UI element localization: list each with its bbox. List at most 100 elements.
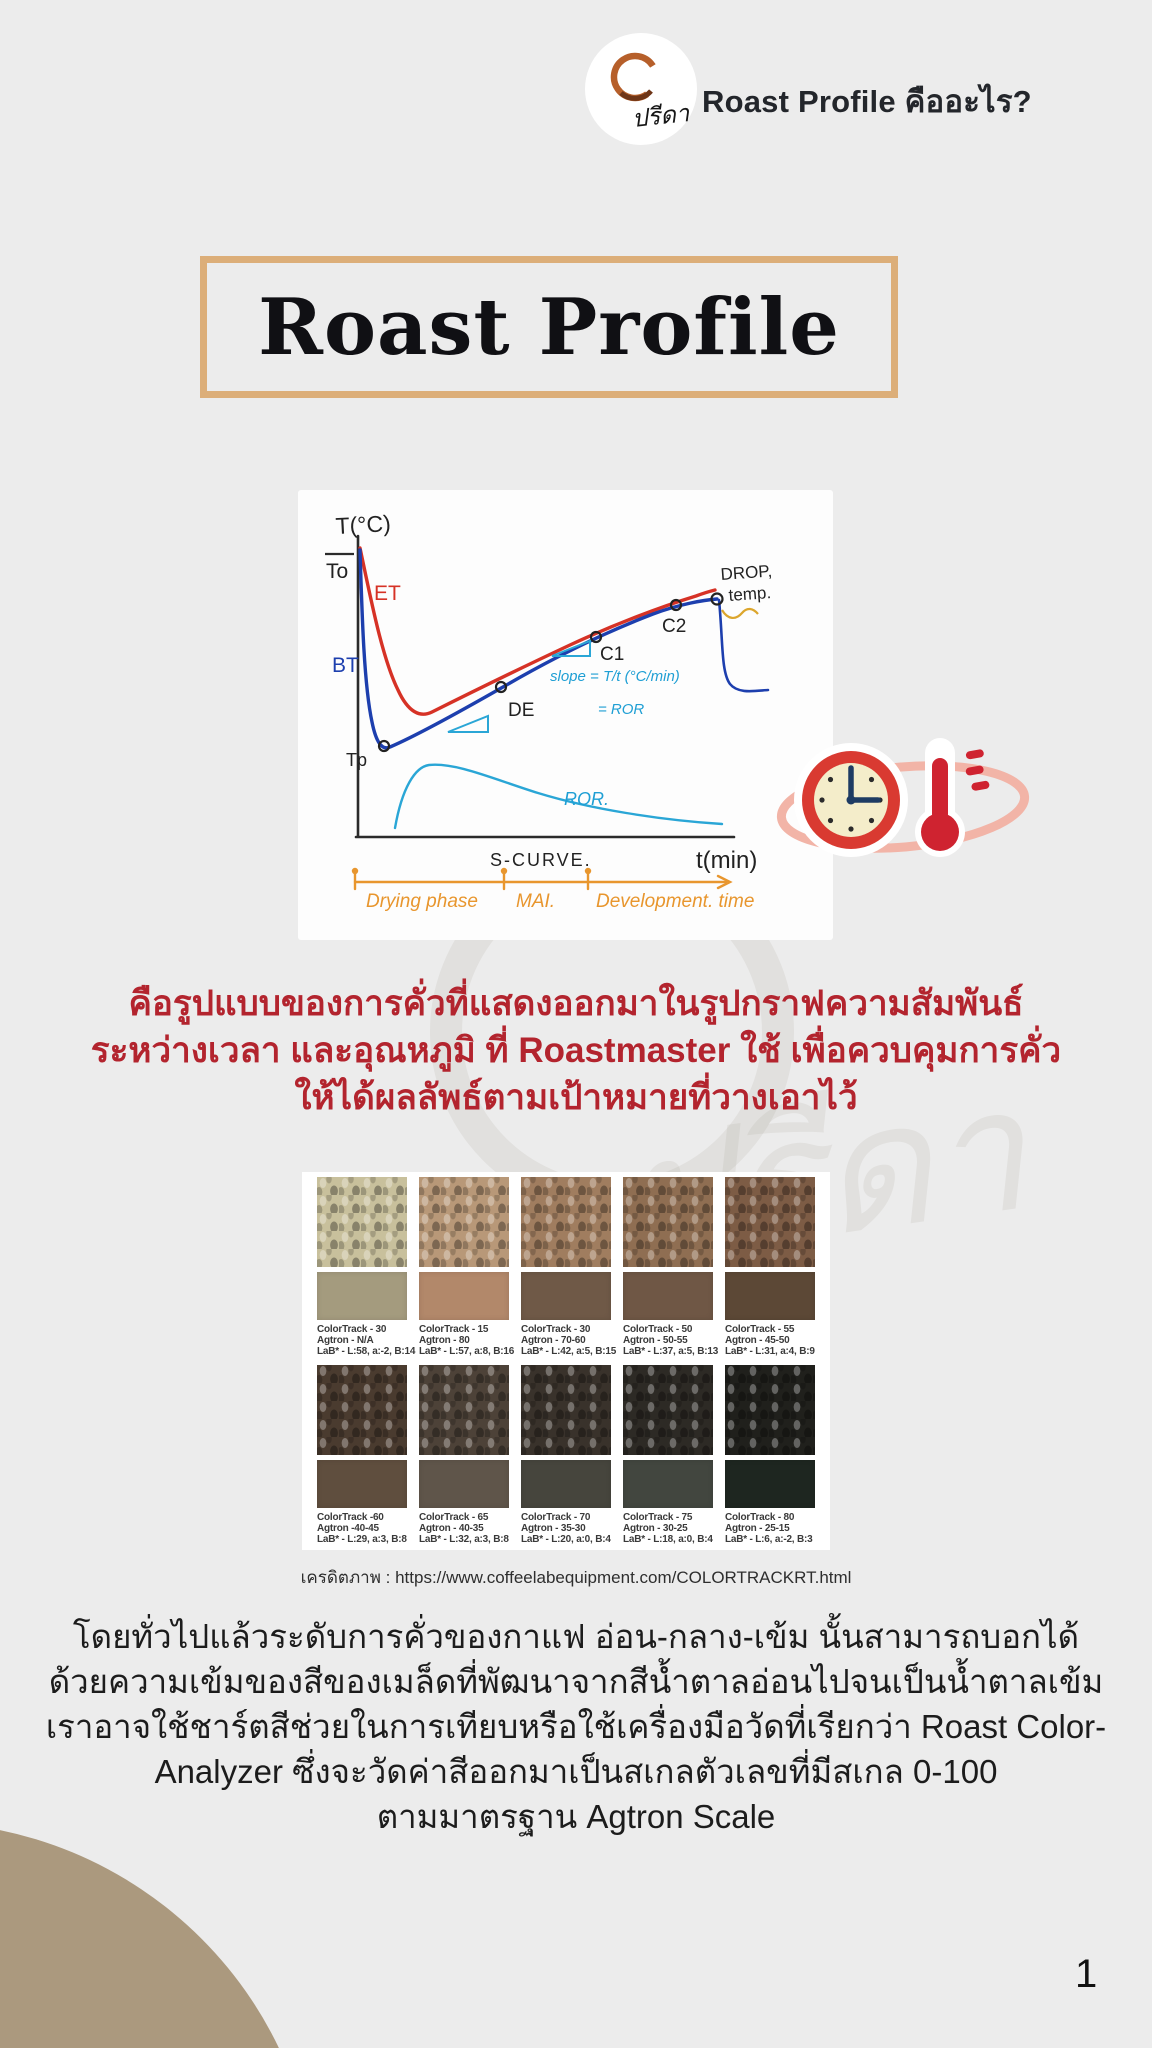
intro-paragraph: คือรูปแบบของการคั่วที่แสดงออกมาในรูปกราฟ… [0, 980, 1152, 1121]
phase-timeline [351, 867, 733, 891]
swoosh-ellipse [776, 761, 1030, 853]
ror-curve [393, 763, 724, 830]
body-line: ด้วยความเข้มของสีของเมล็ดที่พัฒนาจากสีน้… [48, 1663, 1104, 1700]
bean-label-line: LaB* - L:20, a:0, B:4 [521, 1534, 611, 1545]
bean-labels: ColorTrack - 30 Agtron - N/A LaB* - L:58, … [317, 1324, 415, 1357]
time-temperature-illustration [773, 712, 1053, 887]
bean-labels: ColorTrack - 80 Agtron - 25-15 LaB* - L:6,… [725, 1512, 815, 1545]
drop-label-2: temp. [728, 583, 772, 605]
brand-logo: ปรีดา [585, 33, 697, 145]
roast-profile-chart: T(°C) To BT ET Tp DE C1 C2 DROP, temp. [298, 490, 833, 940]
body-line: โดยทั่วไปแล้วระดับการคั่วของกาแฟ อ่อน-กล… [72, 1618, 1080, 1655]
bean-labels: ColorTrack - 15 Agtron - 80 LaB* - L:57, a… [419, 1324, 515, 1357]
roast-color-swatch [317, 1272, 407, 1320]
roast-color-swatch [725, 1460, 815, 1508]
bean-label-line: LaB* - L:6, a:-2, B:3 [725, 1534, 813, 1545]
roast-color-swatch [623, 1460, 713, 1508]
bean-label-line: ColorTrack - 80 [725, 1512, 795, 1523]
bean-label-line: ColorTrack - 50 [623, 1324, 693, 1335]
bean-label-line: ColorTrack - 30 [521, 1324, 591, 1335]
tp-label: Tp [346, 750, 367, 770]
body-line: ตามมาตรฐาน Agtron Scale [376, 1798, 776, 1835]
bean-label-line: Agtron - 45-50 [725, 1335, 790, 1346]
origin-label: To [326, 560, 348, 583]
c1-label: C1 [600, 644, 624, 665]
bean-cell: ColorTrack - 65 Agtron - 40-35 LaB* - L:32… [419, 1365, 509, 1545]
bean-labels: ColorTrack - 50 Agtron - 50-55 LaB* - L:37… [623, 1324, 719, 1357]
hero-title-box: Roast Profile [200, 256, 898, 398]
bean-photo [623, 1365, 713, 1455]
body-line: Analyzer ซึ่งจะวัดค่าสีออกมาเป็นสเกลตัวเ… [154, 1753, 998, 1790]
c2-label: C2 [662, 616, 686, 637]
de-point [494, 680, 508, 694]
et-curve [358, 546, 717, 716]
bean-label-line: ColorTrack - 70 [521, 1512, 591, 1523]
bean-label-line: LaB* - L:31, a:4, B:9 [725, 1346, 815, 1357]
bean-label-line: LaB* - L:29, a:3, B:8 [317, 1534, 407, 1545]
bean-photo [317, 1177, 407, 1267]
bean-label-line: LaB* - L:42, a:5, B:15 [521, 1346, 617, 1357]
tp-point [377, 739, 391, 753]
c2-point [669, 598, 683, 612]
roast-color-swatch [317, 1460, 407, 1508]
svg-text:ปรีดา: ปรีดา [631, 99, 692, 133]
bean-photo [725, 1365, 815, 1455]
bean-photo [419, 1177, 509, 1267]
bean-label-line: LaB* - L:18, a:0, B:4 [623, 1534, 713, 1545]
body-line: เราอาจใช้ชาร์ตสีช่วยในการเทียบหรือใช้เคร… [45, 1708, 1107, 1745]
corner-circle-decoration [0, 1822, 318, 2048]
bean-label-line: Agtron -40-45 [317, 1523, 379, 1534]
bean-cell: ColorTrack - 75 Agtron - 30-25 LaB* - L:18… [623, 1365, 713, 1545]
bean-labels: ColorTrack - 75 Agtron - 30-25 LaB* - L:18… [623, 1512, 713, 1545]
bean-label-line: Agtron - 30-25 [623, 1523, 688, 1534]
bean-label-line: ColorTrack - 30 [317, 1324, 387, 1335]
drop-squiggle [721, 607, 759, 619]
body-paragraph: โดยทั่วไปแล้วระดับการคั่วของกาแฟ อ่อน-กล… [0, 1614, 1152, 1839]
bean-label-line: ColorTrack - 75 [623, 1512, 693, 1523]
bean-labels: ColorTrack - 55 Agtron - 45-50 LaB* - L:31… [725, 1324, 815, 1357]
bean-cell: ColorTrack - 15 Agtron - 80 LaB* - L:57, a… [419, 1177, 515, 1357]
bean-label-line: ColorTrack -60 [317, 1512, 384, 1523]
bean-photo [521, 1177, 611, 1267]
bt-curve [358, 548, 719, 750]
slope-triangle-1 [447, 714, 489, 733]
bean-label-line: ColorTrack - 65 [419, 1512, 489, 1523]
bean-label-line: LaB* - L:57, a:8, B:16 [419, 1346, 515, 1357]
intro-line: ระหว่างเวลา และอุณหภูมิ ที่ Roastmaster … [90, 1031, 1062, 1070]
bean-label-line: Agtron - 70-60 [521, 1335, 586, 1346]
et-series-label: ET [374, 582, 401, 605]
bean-label-line: Agtron - N/A [317, 1335, 374, 1346]
bean-photo [317, 1365, 407, 1455]
bean-cell: ColorTrack - 70 Agtron - 35-30 LaB* - L:20… [521, 1365, 611, 1545]
bean-label-line: ColorTrack - 15 [419, 1324, 489, 1335]
bean-label-line: ColorTrack - 55 [725, 1324, 795, 1335]
bean-labels: ColorTrack - 65 Agtron - 40-35 LaB* - L:32… [419, 1512, 509, 1545]
bt-series-label: BT [332, 654, 359, 677]
bean-labels: ColorTrack - 30 Agtron - 70-60 LaB* - L:42… [521, 1324, 617, 1357]
drop-point [710, 592, 724, 606]
page-title: Roast Profile คืออะไร? [702, 84, 1032, 119]
roast-color-swatch [521, 1460, 611, 1508]
thermometer-icon [915, 738, 990, 857]
x-axis-label: t(min) [696, 847, 757, 874]
drop-label-1: DROP, [720, 561, 773, 584]
bean-label-line: Agtron - 50-55 [623, 1335, 688, 1346]
image-credit: เครดิตภาพ : https://www.coffeelabequipme… [300, 1568, 852, 1587]
bean-label-line: LaB* - L:32, a:3, B:8 [419, 1534, 509, 1545]
phase-development-label: Development. time [596, 891, 754, 912]
bean-cell: ColorTrack - 55 Agtron - 45-50 LaB* - L:31… [725, 1177, 815, 1357]
bean-cell: ColorTrack -60 Agtron -40-45 LaB* - L:29, … [317, 1365, 407, 1545]
intro-line: ให้ได้ผลลัพธ์ตามเป้าหมายที่วางเอาไว้ [294, 1078, 858, 1117]
intro-line: คือรูปแบบของการคั่วที่แสดงออกมาในรูปกราฟ… [128, 984, 1024, 1023]
roast-color-chart: ColorTrack - 30 Agtron - N/A LaB* - L:58, … [302, 1172, 830, 1550]
bean-cell: ColorTrack - 30 Agtron - 70-60 LaB* - L:42… [521, 1177, 617, 1357]
bean-row: ColorTrack -60 Agtron -40-45 LaB* - L:29, … [317, 1365, 815, 1545]
slope-note: slope = T/t (°C/min) [550, 668, 680, 685]
de-label: DE [508, 700, 534, 721]
bean-labels: ColorTrack - 70 Agtron - 35-30 LaB* - L:20… [521, 1512, 611, 1545]
roast-color-swatch [521, 1272, 611, 1320]
bean-label-line: LaB* - L:37, a:5, B:13 [623, 1346, 719, 1357]
bean-photo [419, 1365, 509, 1455]
roast-color-swatch [623, 1272, 713, 1320]
